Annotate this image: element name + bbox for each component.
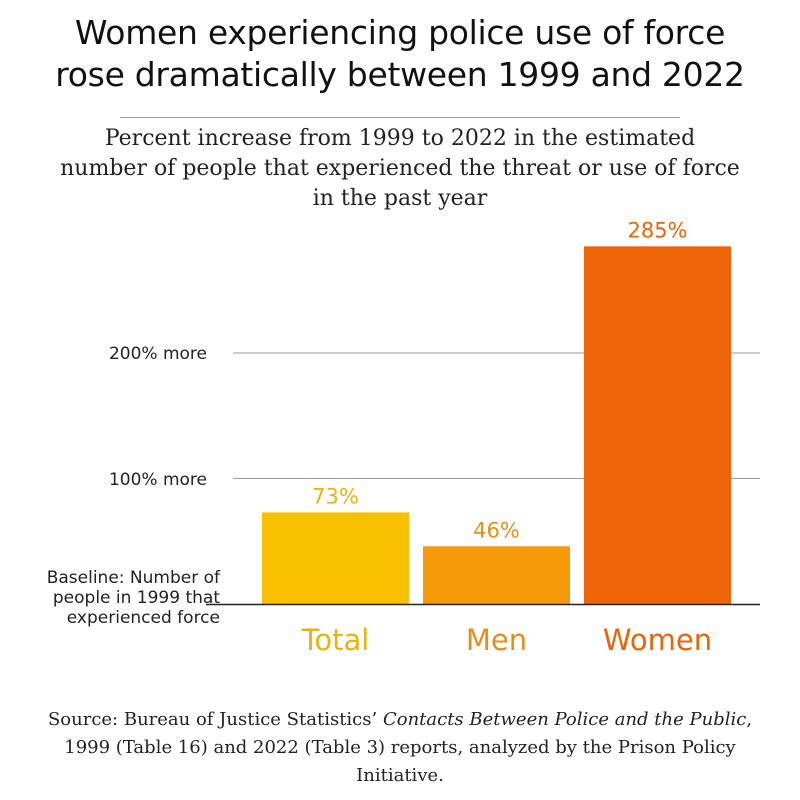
subtitle-line-2: number of people that experienced the th… — [60, 156, 740, 181]
bar-women — [584, 246, 731, 604]
source-title: Contacts Between Police and the Public — [382, 709, 747, 730]
title-line-2: rose dramatically between 1999 and 2022 — [55, 55, 745, 94]
subtitle-line-1: Percent increase from 1999 to 2022 in th… — [104, 126, 696, 151]
value-label-total: 73% — [312, 484, 359, 508]
bar-men — [423, 546, 570, 604]
subtitle-line-3: in the past year — [312, 186, 488, 211]
category-label-total: Total — [301, 623, 370, 657]
title-line-1: Women experiencing police use of force — [74, 13, 726, 52]
chart-subtitle: Percent increase from 1999 to 2022 in th… — [0, 124, 800, 214]
source-prefix: Source: Bureau of Justice Statistics’ — [47, 709, 383, 730]
baseline-label-line-1: Baseline: Number of — [46, 568, 220, 588]
source-note: Source: Bureau of Justice Statistics’ Co… — [30, 706, 770, 790]
value-label-men: 46% — [473, 518, 520, 542]
baseline-label: Baseline: Number of people in 1999 that … — [0, 568, 220, 628]
category-label-men: Men — [466, 623, 527, 657]
baseline-label-line-2: people in 1999 that — [52, 588, 220, 608]
gridline-label-200: 200% more — [108, 344, 207, 364]
gridline-label-100: 100% more — [108, 470, 207, 490]
title-divider — [120, 117, 680, 118]
baseline-label-line-3: experienced force — [66, 608, 220, 628]
source-suffix: , 1999 (Table 16) and 2022 (Table 3) rep… — [64, 709, 753, 786]
bar-total — [262, 512, 409, 604]
category-label-women: Women — [603, 623, 712, 657]
value-label-women: 285% — [627, 218, 687, 242]
chart-title: Women experiencing police use of force r… — [0, 12, 800, 96]
